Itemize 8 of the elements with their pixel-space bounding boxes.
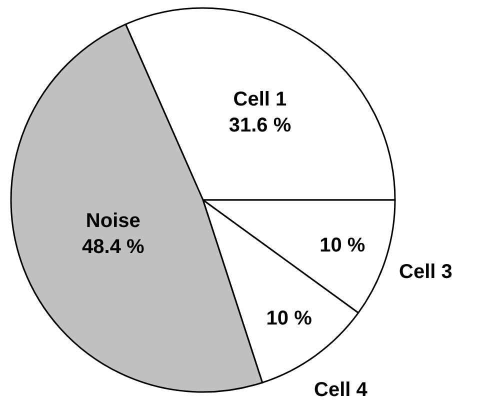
slice-label: Cell 4: [314, 379, 368, 400]
slice-label: Noise: [86, 210, 140, 232]
slice-label: Cell 3: [399, 261, 452, 283]
data-label: 48.4 %: [82, 236, 144, 258]
slice-label: Cell 1: [233, 88, 287, 110]
data-label: 10 %: [266, 308, 312, 330]
data-label: 10 %: [320, 234, 366, 256]
data-label: 31.6 %: [228, 114, 292, 136]
